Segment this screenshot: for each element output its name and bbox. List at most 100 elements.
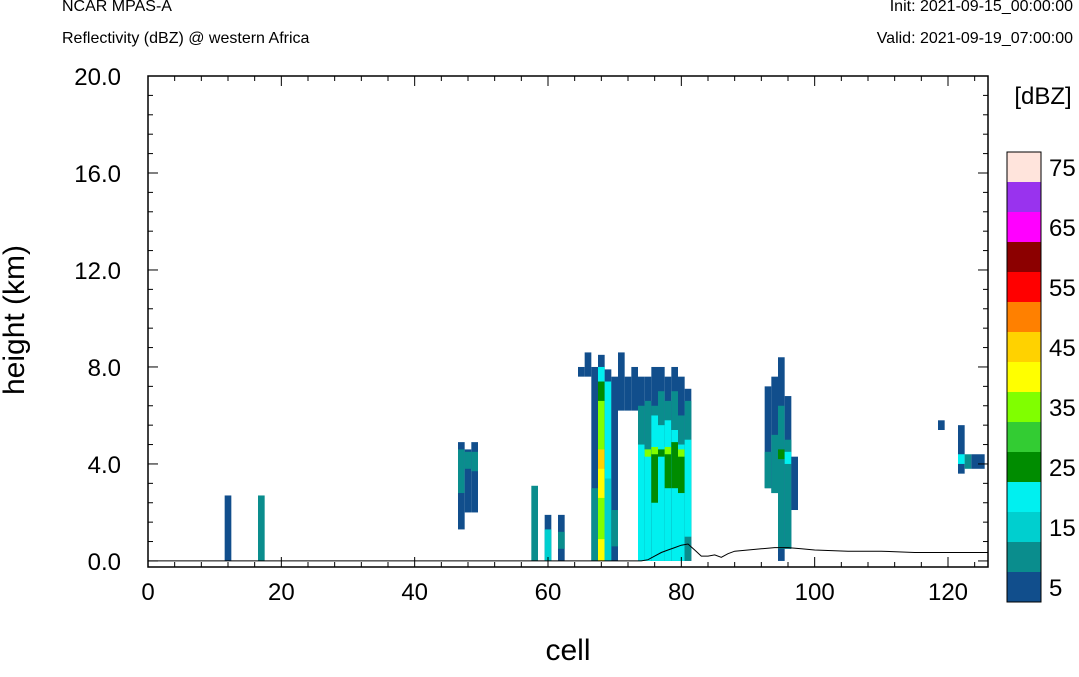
x-tick-label: 80	[668, 579, 695, 606]
reflectivity-cell	[591, 488, 598, 561]
reflectivity-cell	[658, 449, 665, 457]
x-tick-label: 0	[141, 579, 154, 606]
colorbar-label: 75	[1049, 155, 1076, 182]
reflectivity-cell	[644, 449, 652, 457]
reflectivity-cell	[471, 442, 478, 513]
reflectivity-cell	[764, 451, 772, 489]
chart-subtitle: Reflectivity (dBZ) @ western Africa	[62, 30, 310, 47]
reflectivity-cell	[611, 376, 618, 561]
x-axis-tick-labels: 0 20 40 60 80 100 120	[141, 579, 968, 606]
reflectivity-cell	[651, 449, 658, 503]
y-axis-label: height (km)	[0, 245, 31, 395]
reflectivity-cell	[464, 451, 472, 469]
terrain-line	[148, 543, 988, 562]
x-tick-label: 120	[928, 579, 968, 606]
reflectivity-cell	[778, 449, 785, 460]
x-tick-label: 40	[401, 579, 428, 606]
reflectivity-cell	[671, 430, 678, 561]
colorbar-swatch	[1007, 452, 1041, 482]
reflectivity-cell	[598, 366, 605, 382]
colorbar-swatch	[1007, 182, 1041, 212]
reflectivity-cell	[531, 485, 538, 561]
colorbar-swatch	[1007, 242, 1041, 272]
colorbar-label: 25	[1049, 455, 1076, 482]
colorbar-title: [dBZ]	[1014, 83, 1071, 110]
x-tick-label: 20	[268, 579, 295, 606]
y-axis-tick-labels: 0.0 4.0 8.0 12.0 16.0 20.0	[74, 64, 121, 576]
y-tick-label: 16.0	[74, 161, 121, 188]
reflectivity-cell	[771, 434, 778, 494]
reflectivity-cell	[618, 352, 625, 411]
x-tick-label: 100	[795, 579, 835, 606]
y-tick-label: 12.0	[74, 258, 121, 285]
colorbar: 5 15 25 35 45 55 65 75	[1006, 151, 1076, 603]
reflectivity-cell	[644, 449, 652, 561]
reflectivity-cell	[958, 425, 965, 474]
reflectivity-cell	[458, 449, 465, 494]
reflectivity-cell	[778, 405, 785, 549]
y-tick-label: 4.0	[88, 452, 121, 479]
init-time: Init: 2021-09-15_00:00:00	[889, 0, 1073, 15]
reflectivity-cells	[224, 352, 985, 561]
reflectivity-cell	[471, 451, 478, 472]
colorbar-swatch	[1007, 482, 1041, 512]
reflectivity-cell	[658, 425, 665, 561]
colorbar-label: 65	[1049, 215, 1076, 242]
reflectivity-cell	[784, 451, 792, 464]
plot-frame	[147, 75, 989, 568]
reflectivity-cell	[678, 454, 685, 494]
reflectivity-cell	[664, 446, 672, 455]
reflectivity-cell	[464, 449, 472, 513]
reflectivity-cell	[971, 454, 978, 469]
colorbar-swatch	[1007, 572, 1041, 602]
colorbar-swatch	[1007, 422, 1041, 452]
reflectivity-cell	[938, 420, 945, 431]
reflectivity-cell	[678, 449, 685, 457]
colorbar-swatch	[1007, 302, 1041, 332]
colorbar-swatch	[1007, 392, 1041, 422]
reflectivity-cell	[638, 444, 645, 561]
axis-ticks	[147, 75, 988, 567]
reflectivity-cell	[598, 497, 605, 561]
reflectivity-cell	[584, 352, 592, 377]
reflectivity-cell	[958, 454, 965, 464]
reflectivity-cell	[684, 439, 692, 537]
reflectivity-cell	[764, 386, 772, 489]
colorbar-swatch	[1007, 152, 1041, 182]
reflectivity-cell	[544, 529, 552, 561]
reflectivity-cell	[558, 531, 565, 549]
reflectivity-cell	[591, 366, 598, 561]
reflectivity-cell	[978, 454, 985, 469]
reflectivity-cell	[624, 376, 632, 411]
reflectivity-cell	[224, 495, 232, 561]
y-tick-label: 20.0	[74, 64, 121, 91]
reflectivity-cell	[678, 444, 685, 561]
reflectivity-cell	[791, 456, 798, 511]
reflectivity-cell	[964, 454, 972, 469]
colorbar-swatch	[1007, 332, 1041, 362]
reflectivity-cell	[258, 495, 265, 561]
valid-time: Valid: 2021-09-19_07:00:00	[876, 30, 1073, 47]
x-tick-label: 60	[535, 579, 562, 606]
colorbar-swatch	[1007, 362, 1041, 392]
y-tick-label: 0.0	[88, 549, 121, 576]
reflectivity-cell	[604, 381, 612, 561]
colorbar-frame	[1006, 151, 1042, 603]
y-tick-label: 8.0	[88, 355, 121, 382]
reflectivity-cell	[671, 442, 678, 489]
x-axis-label: cell	[545, 634, 590, 667]
reflectivity-cell	[784, 439, 792, 549]
colorbar-swatch	[1007, 542, 1041, 572]
colorbar-label: 55	[1049, 275, 1076, 302]
reflectivity-cell	[651, 446, 658, 455]
colorbar-label: 35	[1049, 395, 1076, 422]
reflectivity-cell	[664, 449, 672, 489]
colorbar-label: 5	[1049, 575, 1062, 602]
colorbar-swatch	[1007, 212, 1041, 242]
reflectivity-cell	[631, 366, 638, 411]
reflectivity-cell	[604, 478, 612, 561]
colorbar-label: 15	[1049, 515, 1076, 542]
colorbar-swatch	[1007, 272, 1041, 302]
chart-title: NCAR MPAS-A	[62, 0, 172, 15]
